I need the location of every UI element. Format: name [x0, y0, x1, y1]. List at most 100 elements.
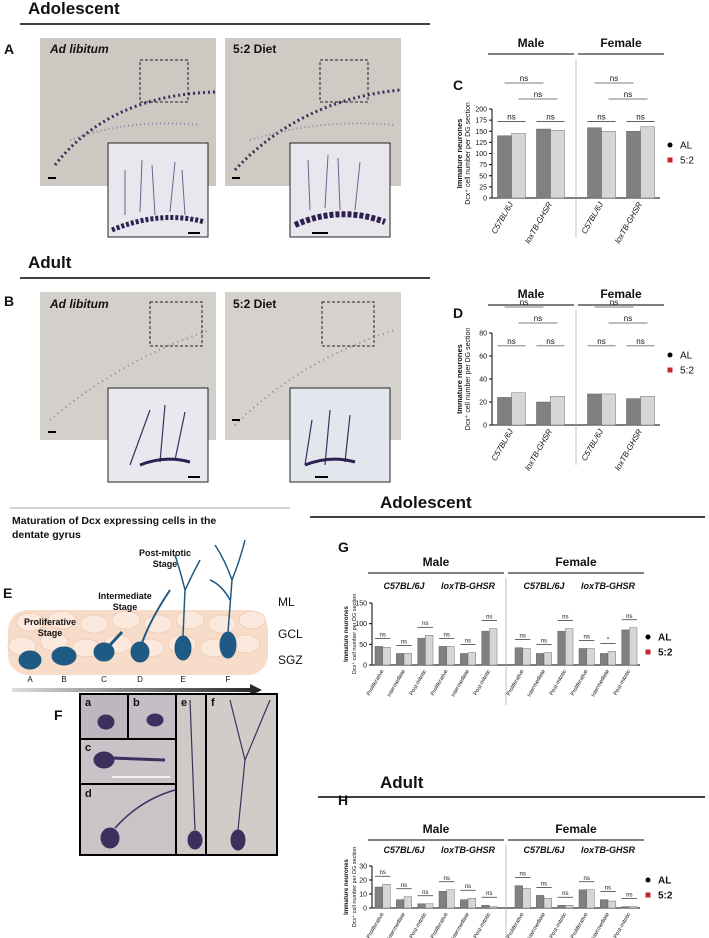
y-axis-label: Dcx⁺ cell number per DG section — [465, 328, 472, 431]
y-axis-label: Immature neurones — [455, 344, 464, 414]
bar — [578, 889, 587, 909]
subgroup-label: loxTB-GHSR — [581, 581, 636, 591]
bar — [550, 130, 565, 199]
significance-label: ns — [562, 615, 568, 621]
layer-label: ML — [278, 595, 295, 609]
significance-label: ns — [519, 872, 525, 878]
subgroup-label: loxTB-GHSR — [581, 845, 636, 855]
bar — [586, 889, 595, 909]
bar — [396, 899, 405, 909]
bar — [557, 630, 566, 666]
x-tick-label: loxTB-GHSR — [613, 200, 644, 245]
significance-label: ns — [465, 639, 471, 645]
significance-label: ns — [562, 891, 568, 897]
x-tick-label: Intermediate — [527, 912, 547, 938]
bar — [374, 646, 383, 666]
legend-label: AL — [658, 876, 671, 887]
significance-label: ns — [520, 74, 528, 83]
bar — [425, 635, 434, 666]
bar — [543, 898, 552, 909]
cell-label: d — [85, 788, 92, 800]
subgroup-label: C57BL/6J — [383, 581, 425, 591]
bar — [514, 885, 523, 909]
legend-label: 5:2 — [658, 891, 673, 902]
bar — [536, 653, 545, 666]
legend-marker — [667, 142, 673, 148]
cell-label: C — [101, 675, 107, 684]
panel-letter: D — [453, 305, 463, 321]
micrograph — [225, 38, 401, 238]
significance-label: ns — [546, 112, 554, 121]
significance-label: ns — [546, 337, 554, 346]
significance-label: ns — [422, 621, 428, 627]
x-tick-label: Post-mitotic — [409, 669, 429, 697]
bar — [382, 884, 391, 909]
bar — [601, 393, 616, 426]
bar — [640, 396, 655, 426]
significance-label: ns — [519, 634, 525, 640]
bar — [522, 648, 531, 666]
micrograph — [225, 292, 401, 483]
significance-label: ns — [624, 314, 632, 323]
cell-label: e — [181, 697, 187, 709]
bar — [587, 127, 602, 199]
bar — [511, 133, 526, 199]
x-tick-label: Proliferative — [366, 912, 386, 938]
significance-label: ns — [597, 337, 605, 346]
y-tick-label: 150 — [475, 129, 487, 136]
image-label: 5:2 Diet — [233, 297, 276, 311]
legend-marker — [667, 352, 673, 358]
heading: Adult — [28, 253, 72, 272]
bar — [640, 126, 655, 199]
x-tick-label: Post-mitotic — [473, 669, 493, 697]
x-tick-label: Post-mitotic — [613, 912, 633, 938]
significance-label: ns — [636, 112, 644, 121]
bar — [586, 648, 595, 666]
x-tick-label: Post-mitotic — [549, 912, 569, 938]
x-tick-label: C57BL/6J — [490, 200, 516, 236]
bar — [481, 905, 490, 909]
y-tick-label: 50 — [359, 642, 367, 649]
x-tick-label: C57BL/6J — [580, 200, 606, 236]
significance-label: ns — [507, 112, 515, 121]
significance-label: ns — [583, 876, 589, 882]
x-tick-label: Intermediate — [387, 669, 407, 698]
legend-marker — [645, 649, 651, 655]
significance-label: ns — [422, 890, 428, 896]
stage-label: Stage — [153, 559, 178, 569]
x-tick-label: Intermediate — [451, 912, 471, 938]
x-tick-label: C57BL/6J — [490, 427, 516, 463]
significance-label: ns — [636, 337, 644, 346]
y-tick-label: 60 — [479, 354, 487, 361]
panel-letter: A — [4, 41, 14, 57]
panel-letter: F — [54, 707, 63, 723]
bar — [629, 906, 638, 909]
y-axis-label: Dcx⁺ cell number per DG section — [351, 594, 358, 675]
bar — [587, 393, 602, 426]
legend-label: AL — [680, 351, 693, 362]
cell-label: A — [27, 675, 33, 684]
diagram-cells — [18, 539, 246, 670]
subgroup-label: loxTB-GHSR — [441, 845, 496, 855]
significance-label: ns — [486, 891, 492, 897]
subgroup-label: C57BL/6J — [383, 845, 425, 855]
x-tick-label: Proliferative — [366, 669, 386, 697]
y-tick-label: 75 — [479, 162, 487, 169]
y-tick-label: 30 — [359, 864, 367, 871]
subgroup-label: C57BL/6J — [523, 845, 565, 855]
y-axis-label: Dcx⁺ cell number per DG section — [465, 102, 472, 205]
legend-marker — [645, 877, 651, 883]
bar — [417, 903, 426, 909]
legend-marker — [667, 367, 673, 373]
group-label: Male — [423, 822, 450, 836]
y-tick-label: 10 — [359, 892, 367, 899]
bar — [543, 652, 552, 666]
y-tick-label: 200 — [475, 107, 487, 114]
bar — [438, 891, 447, 909]
bar — [489, 628, 498, 666]
bar — [497, 135, 512, 199]
bar — [565, 905, 574, 909]
group-label: Female — [555, 822, 597, 836]
layer-label: SGZ — [278, 653, 303, 667]
